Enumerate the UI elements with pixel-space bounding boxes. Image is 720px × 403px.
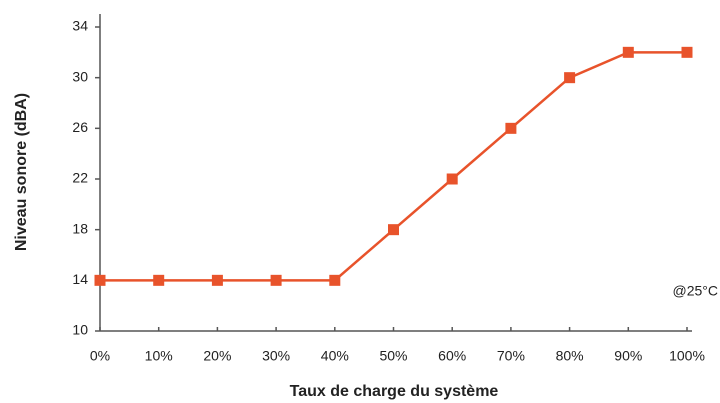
x-tick-label: 50% xyxy=(379,348,407,364)
x-tick-label: 90% xyxy=(614,348,642,364)
x-tick-label: 80% xyxy=(556,348,584,364)
x-axis-title: Taux de charge du système xyxy=(290,383,499,400)
y-tick-label: 18 xyxy=(72,220,88,236)
marker xyxy=(388,224,399,236)
marker xyxy=(329,274,341,286)
marker xyxy=(446,173,458,185)
x-tick-label: 60% xyxy=(438,348,466,364)
marker xyxy=(270,274,282,286)
y-tick-label: 14 xyxy=(72,271,88,287)
marker xyxy=(94,274,106,286)
x-tick-label: 100% xyxy=(669,348,705,364)
y-tick-label: 34 xyxy=(72,18,88,34)
x-tick-label: 20% xyxy=(203,348,231,364)
x-tick-label: 0% xyxy=(90,348,110,364)
marker xyxy=(211,274,223,286)
x-tick-label: 30% xyxy=(262,348,290,364)
x-tick-label: 40% xyxy=(321,348,349,364)
marker xyxy=(505,122,517,134)
marker xyxy=(564,72,576,84)
x-tick-label: 10% xyxy=(145,348,173,364)
annotation: @25°C xyxy=(673,283,719,299)
marker xyxy=(153,274,165,286)
marker xyxy=(622,46,634,58)
y-tick-label: 30 xyxy=(72,68,88,84)
x-tick-label: 70% xyxy=(497,348,525,364)
y-tick-label: 26 xyxy=(72,119,88,135)
marker xyxy=(681,46,693,58)
y-tick-label: 10 xyxy=(72,322,88,338)
line xyxy=(100,51,687,282)
y-axis-title: Niveau sonore (dBA) xyxy=(13,93,30,251)
y-tick-label: 22 xyxy=(72,170,88,186)
